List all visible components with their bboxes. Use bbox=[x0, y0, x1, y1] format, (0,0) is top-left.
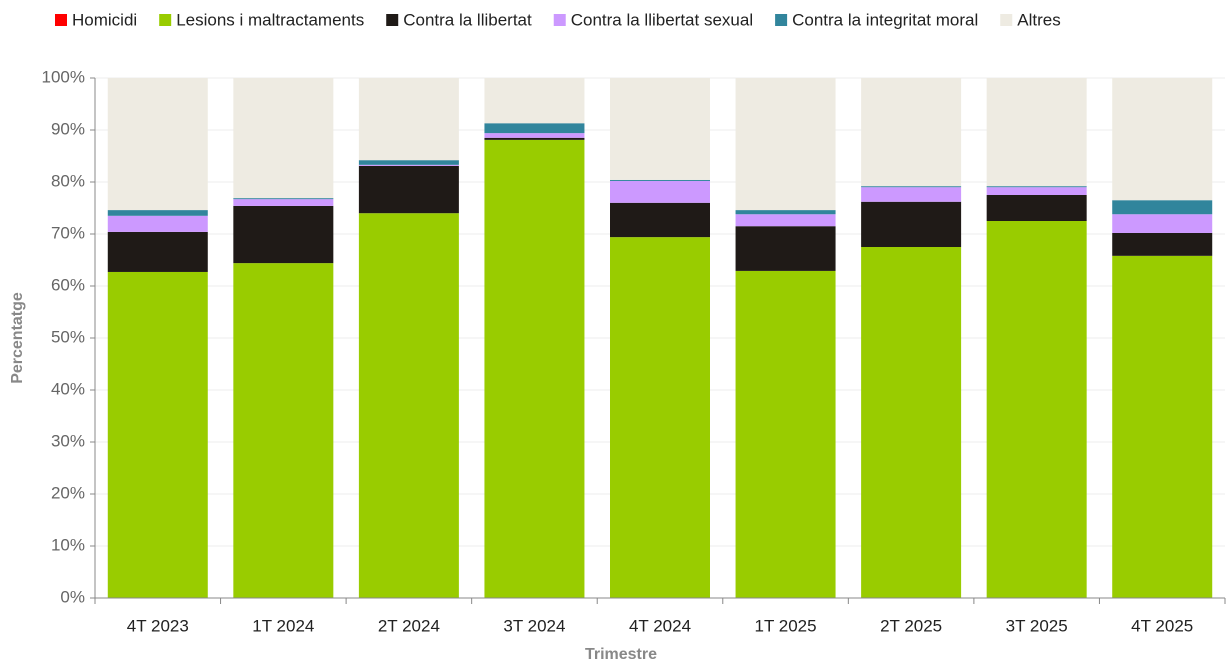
bar-segment bbox=[233, 198, 334, 200]
bar-segment bbox=[861, 187, 962, 202]
bar-segment bbox=[233, 78, 334, 199]
bar-segment bbox=[986, 187, 1087, 195]
y-tick-label: 40% bbox=[51, 379, 85, 398]
bar-segment bbox=[861, 186, 962, 188]
bar-segment bbox=[986, 221, 1087, 598]
bar-segment bbox=[484, 133, 585, 138]
legend-label: Contra la llibertat sexual bbox=[571, 10, 753, 29]
bar-segment bbox=[735, 78, 836, 211]
x-tick-label: 1T 2024 bbox=[252, 616, 314, 635]
bar-segment bbox=[107, 271, 208, 598]
bar-segment bbox=[735, 210, 836, 215]
bar-segment bbox=[610, 180, 710, 203]
bar-segment bbox=[484, 123, 585, 134]
x-tick-label: 4T 2024 bbox=[629, 616, 691, 635]
bar-segment bbox=[1112, 255, 1213, 598]
legend-label: Homicidi bbox=[72, 10, 137, 29]
legend-swatch bbox=[553, 14, 566, 26]
y-tick-label: 20% bbox=[51, 483, 85, 502]
x-axis-title: Trimestre bbox=[585, 646, 657, 662]
legend-label: Contra la llibertat bbox=[403, 10, 532, 29]
bar-segment bbox=[233, 199, 334, 206]
y-tick-label: 10% bbox=[51, 535, 85, 554]
bar-segment bbox=[107, 210, 208, 216]
y-tick-label: 90% bbox=[51, 119, 85, 138]
bar-segment bbox=[358, 165, 459, 214]
bar-segment bbox=[233, 263, 334, 598]
legend-swatch bbox=[55, 14, 67, 26]
bar-segment bbox=[861, 78, 962, 187]
bar-segment bbox=[610, 179, 710, 181]
bar-segment bbox=[484, 139, 585, 598]
y-tick-label: 50% bbox=[51, 327, 85, 346]
legend-label: Contra la integritat moral bbox=[792, 10, 978, 29]
legend-swatch bbox=[1000, 14, 1013, 26]
x-tick-label: 3T 2025 bbox=[1006, 616, 1068, 635]
y-tick-label: 30% bbox=[51, 431, 85, 450]
bar-segment bbox=[735, 270, 836, 598]
bar-segment bbox=[735, 226, 836, 271]
bar-segment bbox=[1112, 78, 1213, 201]
x-tick-label: 1T 2025 bbox=[755, 616, 817, 635]
bar-segment bbox=[610, 78, 710, 180]
legend-swatch bbox=[159, 14, 172, 26]
bar-segment bbox=[107, 215, 208, 232]
legend-label: Lesions i maltractaments bbox=[176, 10, 364, 29]
bar-segment bbox=[1112, 232, 1213, 256]
bar-segment bbox=[358, 164, 459, 166]
x-tick-label: 4T 2023 bbox=[127, 616, 189, 635]
bar-segment bbox=[358, 213, 459, 598]
bar-segment bbox=[735, 214, 836, 227]
legend-label: Altres bbox=[1017, 10, 1060, 29]
bar-segment bbox=[986, 186, 1087, 188]
bar-segment bbox=[233, 205, 334, 264]
legend-swatch bbox=[386, 14, 399, 26]
y-tick-label: 70% bbox=[51, 223, 85, 242]
x-tick-label: 3T 2024 bbox=[503, 616, 565, 635]
bar-segment bbox=[358, 160, 459, 165]
bar-segment bbox=[484, 78, 585, 124]
legend-swatch bbox=[775, 14, 788, 26]
x-tick-label: 2T 2024 bbox=[378, 616, 440, 635]
bar-segment bbox=[610, 202, 710, 238]
bar-segment bbox=[107, 231, 208, 272]
bar-segment bbox=[484, 137, 585, 140]
y-tick-label: 0% bbox=[60, 587, 85, 606]
bar-segment bbox=[358, 78, 459, 161]
y-tick-label: 100% bbox=[42, 67, 85, 86]
bar-segment bbox=[986, 78, 1087, 187]
bar-segment bbox=[107, 78, 208, 211]
bar-segment bbox=[986, 195, 1087, 221]
y-axis-title: Percentatge bbox=[9, 292, 26, 384]
x-tick-label: 2T 2025 bbox=[880, 616, 942, 635]
bar-segment bbox=[861, 247, 962, 598]
y-tick-label: 60% bbox=[51, 275, 85, 294]
y-tick-label: 80% bbox=[51, 171, 85, 190]
bar-segment bbox=[1112, 214, 1213, 233]
bar-segment bbox=[1112, 200, 1213, 215]
bar-segment bbox=[861, 201, 962, 247]
x-tick-label: 4T 2025 bbox=[1131, 616, 1193, 635]
bar-segment bbox=[610, 237, 710, 598]
